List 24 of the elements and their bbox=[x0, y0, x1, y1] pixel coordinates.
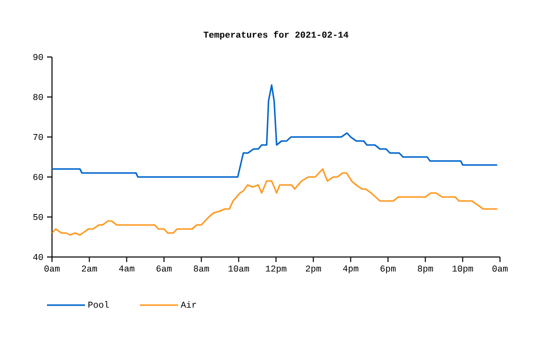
line-series bbox=[52, 84, 498, 178]
line-series bbox=[52, 168, 498, 236]
x-tick-label: 4pm bbox=[343, 266, 358, 274]
x-tick-label: 0am bbox=[492, 266, 508, 272]
x-tick-label: 2am bbox=[82, 266, 97, 272]
y-tick-label: 70 bbox=[33, 134, 43, 140]
legend-label: Air bbox=[180, 301, 196, 308]
y-tick-label: 40 bbox=[33, 254, 43, 260]
y-tick-label: 60 bbox=[33, 174, 43, 180]
x-tick-label: 10am bbox=[228, 266, 249, 272]
legend-label: Pool bbox=[88, 301, 109, 308]
y-tick-label: 90 bbox=[33, 54, 43, 60]
x-tick-label: 12pm bbox=[266, 266, 286, 274]
x-tick-label: 10pm bbox=[452, 266, 473, 274]
y-tick-label: 80 bbox=[33, 94, 43, 100]
x-tick-label: 8pm bbox=[418, 266, 433, 274]
y-tick-label: 50 bbox=[33, 214, 43, 220]
chart-title: Temperatures for 2021-02-14 bbox=[204, 31, 348, 40]
x-tick-label: 6pm bbox=[380, 266, 396, 274]
x-tick-label: 8am bbox=[194, 266, 209, 272]
x-tick-label: 2pm bbox=[306, 266, 321, 274]
x-tick-label: 0am bbox=[44, 266, 60, 272]
x-tick-label: 4am bbox=[119, 266, 134, 272]
x-tick-label: 6am bbox=[156, 266, 172, 272]
